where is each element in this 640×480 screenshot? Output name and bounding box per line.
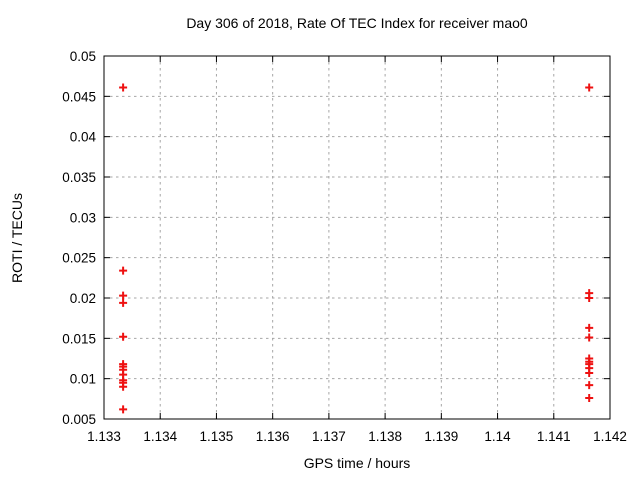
x-tick-label: 1.133 bbox=[87, 429, 121, 444]
y-tick-label: 0.04 bbox=[70, 130, 97, 145]
data-point bbox=[119, 405, 128, 414]
plot-border bbox=[103, 55, 611, 420]
chart-title: Day 306 of 2018, Rate Of TEC Index for r… bbox=[186, 15, 528, 31]
y-tick-label: 0.05 bbox=[70, 49, 96, 64]
y-tick-label: 0.02 bbox=[70, 291, 96, 306]
x-tick-label: 1.139 bbox=[424, 429, 458, 444]
y-tick-label: 0.01 bbox=[70, 372, 96, 387]
x-tick-label: 1.14 bbox=[484, 429, 511, 444]
data-point bbox=[119, 266, 128, 275]
data-point bbox=[119, 83, 128, 92]
y-tick-label: 0.025 bbox=[62, 251, 96, 266]
data-point bbox=[585, 369, 594, 378]
data-point bbox=[119, 298, 128, 307]
x-tick-label: 1.135 bbox=[200, 429, 234, 444]
x-axis-label: GPS time / hours bbox=[303, 455, 411, 471]
x-tick-label: 1.138 bbox=[368, 429, 402, 444]
y-tick-label: 0.015 bbox=[62, 331, 96, 346]
y-tick-label: 0.005 bbox=[62, 412, 96, 427]
data-point bbox=[585, 83, 594, 92]
data-point bbox=[585, 381, 594, 390]
data-point bbox=[585, 394, 594, 403]
x-tick-label: 1.136 bbox=[256, 429, 290, 444]
data-point bbox=[119, 382, 128, 391]
y-tick-label: 0.045 bbox=[62, 89, 96, 104]
data-point bbox=[585, 294, 594, 302]
data-point bbox=[119, 291, 128, 300]
y-tick-label: 0.035 bbox=[62, 170, 96, 185]
x-tick-label: 1.142 bbox=[593, 429, 627, 444]
data-point bbox=[585, 333, 594, 342]
data-point bbox=[119, 332, 128, 341]
data-point bbox=[585, 323, 594, 332]
y-tick-label: 0.03 bbox=[70, 210, 96, 225]
x-tick-label: 1.137 bbox=[312, 429, 346, 444]
x-tick-label: 1.141 bbox=[537, 429, 571, 444]
x-tick-label: 1.134 bbox=[143, 429, 177, 444]
